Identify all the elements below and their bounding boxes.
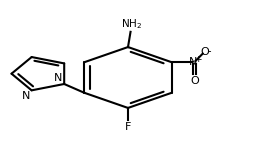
Text: F: F (125, 122, 131, 132)
Text: O: O (200, 47, 209, 57)
Text: NH$_2$: NH$_2$ (121, 17, 142, 31)
Text: O: O (190, 76, 199, 86)
Text: +: + (194, 55, 202, 64)
Text: -: - (208, 46, 211, 56)
Text: N: N (54, 73, 62, 83)
Text: N: N (189, 57, 198, 67)
Text: N: N (22, 91, 30, 101)
